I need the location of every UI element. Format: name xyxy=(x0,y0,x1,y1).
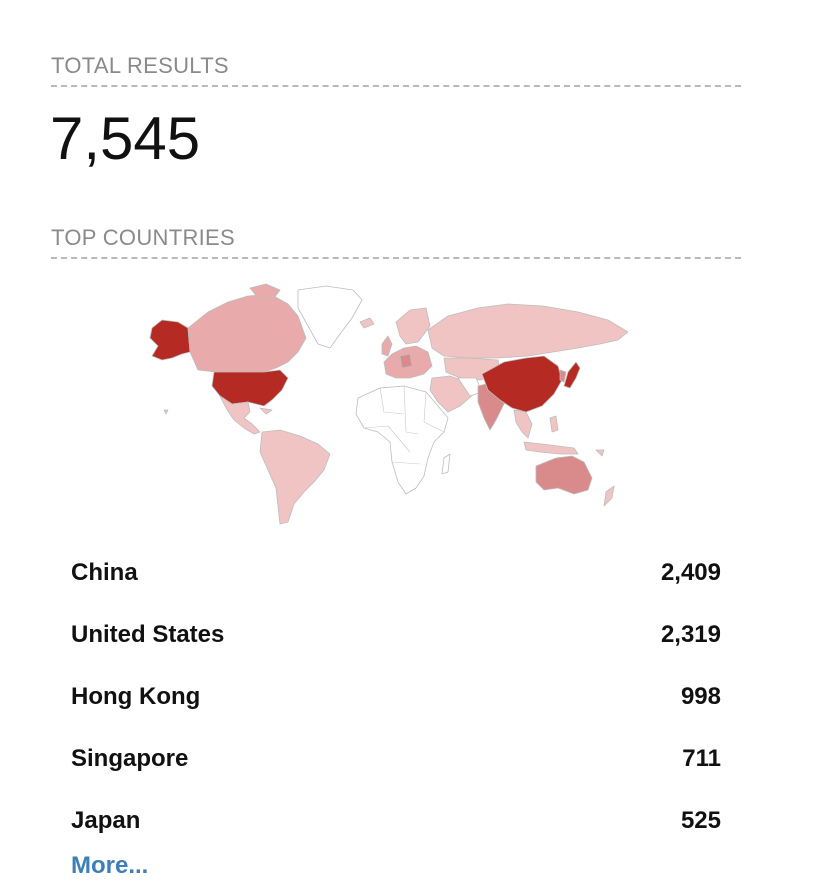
country-name: United States xyxy=(71,621,225,648)
country-list: China 2,409 United States 2,319 Hong Kon… xyxy=(71,542,721,852)
country-row[interactable]: Hong Kong 998 xyxy=(71,666,721,728)
country-count: 711 xyxy=(682,745,721,772)
map-africa xyxy=(355,385,449,495)
total-results-value: 7,545 xyxy=(50,105,201,172)
country-count: 525 xyxy=(680,807,721,834)
country-name: Singapore xyxy=(71,745,189,772)
map-china xyxy=(481,355,563,413)
total-results-heading: TOTAL RESULTS xyxy=(51,53,741,87)
country-name: China xyxy=(71,559,138,586)
more-countries-link[interactable]: More... xyxy=(71,852,149,879)
map-russia xyxy=(427,303,629,359)
country-count: 2,319 xyxy=(660,621,721,648)
country-row[interactable]: China 2,409 xyxy=(71,542,721,604)
map-japan xyxy=(563,361,581,389)
country-name: Japan xyxy=(71,807,141,834)
map-madagascar xyxy=(441,453,451,475)
map-caribbean xyxy=(259,407,273,415)
map-south-america xyxy=(259,429,331,525)
top-countries-heading: TOP COUNTRIES xyxy=(51,225,741,259)
map-korea xyxy=(559,369,567,383)
map-canada xyxy=(187,293,307,373)
map-philippines xyxy=(549,415,559,433)
map-alaska xyxy=(149,319,191,361)
map-uk xyxy=(381,335,393,357)
map-arctic-islands xyxy=(249,283,281,299)
country-name: Hong Kong xyxy=(71,683,201,710)
map-southeast-asia xyxy=(513,409,533,439)
map-hawaii xyxy=(163,409,169,415)
country-count: 998 xyxy=(680,683,721,710)
country-row[interactable]: United States 2,319 xyxy=(71,604,721,666)
map-pacific-islands xyxy=(595,449,605,457)
map-greenland xyxy=(297,285,363,349)
map-scandinavia xyxy=(395,307,431,345)
country-count: 2,409 xyxy=(660,559,721,586)
map-australia xyxy=(535,455,593,495)
map-germany xyxy=(399,353,413,369)
map-indonesia xyxy=(523,441,579,455)
world-map xyxy=(149,283,629,525)
map-new-zealand xyxy=(603,485,615,507)
country-row[interactable]: Japan 525 xyxy=(71,790,721,852)
country-row[interactable]: Singapore 711 xyxy=(71,728,721,790)
map-iceland xyxy=(359,317,375,329)
map-mexico xyxy=(219,395,261,435)
